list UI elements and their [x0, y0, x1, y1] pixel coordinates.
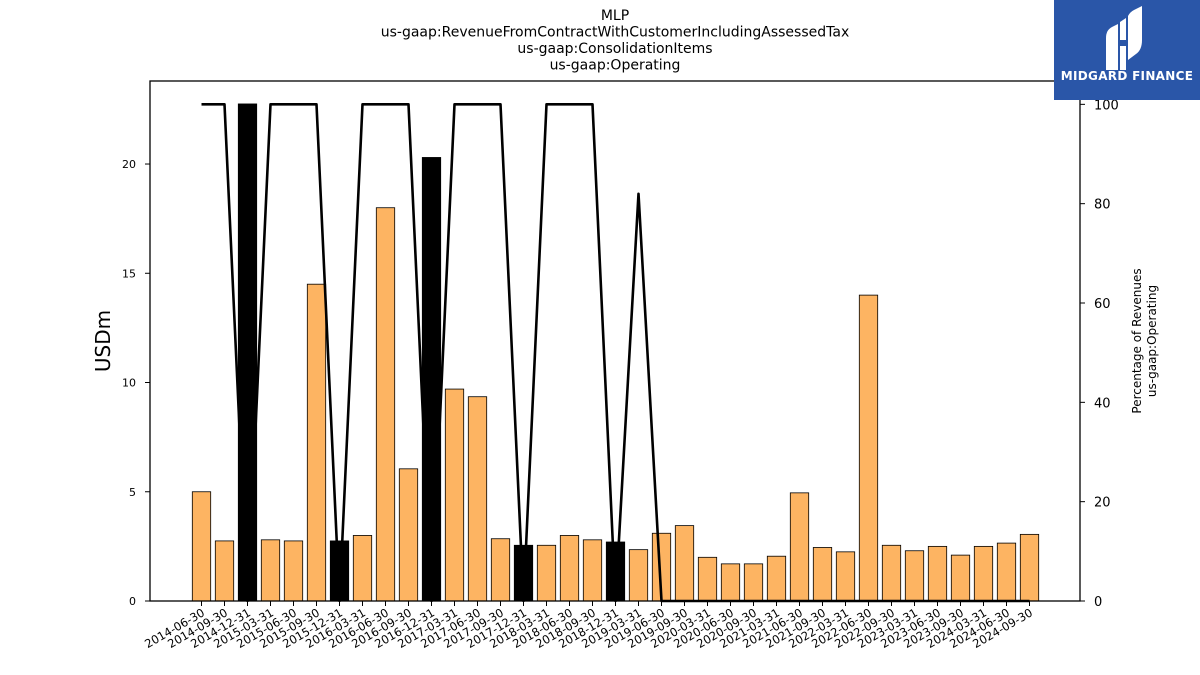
- title-line: us-gaap:Operating: [550, 58, 681, 74]
- bar: [352, 535, 373, 602]
- y-tick-label: 0: [129, 595, 136, 608]
- bar: [858, 294, 879, 602]
- y2-tick-label: 80: [1094, 198, 1111, 213]
- bar: [674, 525, 695, 602]
- bar: [375, 207, 396, 602]
- bar: [214, 540, 235, 602]
- bar: [720, 563, 741, 602]
- bar: [559, 535, 580, 602]
- y2-tick-label: 20: [1094, 496, 1111, 511]
- y-tick-label: 5: [129, 486, 136, 499]
- bar: [766, 555, 787, 602]
- bar: [306, 283, 327, 602]
- title-line: us-gaap:RevenueFromContractWithCustomerI…: [381, 25, 850, 41]
- y2-tick-label: 40: [1094, 396, 1111, 411]
- bar: [536, 544, 557, 602]
- bar: [1019, 533, 1040, 602]
- bar: [582, 539, 603, 602]
- bar: [467, 396, 488, 602]
- bar: [444, 388, 465, 602]
- bar: [490, 538, 511, 602]
- bar: [697, 556, 718, 602]
- y-tick-label: 15: [122, 267, 136, 280]
- bar: [950, 554, 971, 602]
- y2-axis-label-line: Percentage of Revenues: [1130, 268, 1144, 413]
- bar: [743, 563, 764, 602]
- title-line: us-gaap:ConsolidationItems: [517, 41, 712, 57]
- logo-mark-icon: [1106, 6, 1142, 70]
- bar: [904, 550, 925, 602]
- y-tick-label: 20: [122, 158, 136, 171]
- bar: [973, 545, 994, 602]
- midgard-finance-logo: MIDGARD FINANCE: [1054, 0, 1200, 100]
- y2-axis-label-line: us-gaap:Operating: [1145, 285, 1159, 397]
- bar: [421, 157, 442, 602]
- y2-tick-label: 60: [1094, 297, 1111, 312]
- bar: [789, 492, 810, 602]
- y2-tick-label: 100: [1094, 98, 1119, 113]
- y2-axis-label: Percentage of Revenues us-gaap:Operating: [1130, 268, 1159, 413]
- bar: [812, 547, 833, 602]
- bar: [835, 551, 856, 602]
- axes: 051015200204060801002014-06-302014-09-30…: [122, 80, 1119, 651]
- bar: [996, 542, 1017, 602]
- logo-text: MIDGARD FINANCE: [1060, 69, 1194, 83]
- bar-series: [191, 103, 1040, 602]
- y-axis-label: USDm: [91, 310, 115, 372]
- y-tick-label: 10: [122, 377, 136, 390]
- chart-title: MLPus-gaap:RevenueFromContractWithCustom…: [381, 8, 850, 74]
- plot-frame: [149, 80, 1081, 602]
- bar: [283, 540, 304, 602]
- bar: [237, 103, 258, 602]
- y2-tick-label: 0: [1094, 595, 1102, 610]
- bar: [398, 468, 419, 602]
- title-line: MLP: [601, 8, 629, 24]
- bar: [628, 549, 649, 602]
- y-axis-label-text: USDm: [91, 310, 115, 372]
- bar: [191, 491, 212, 602]
- bar: [260, 539, 281, 602]
- bar: [927, 545, 948, 602]
- bar: [881, 544, 902, 602]
